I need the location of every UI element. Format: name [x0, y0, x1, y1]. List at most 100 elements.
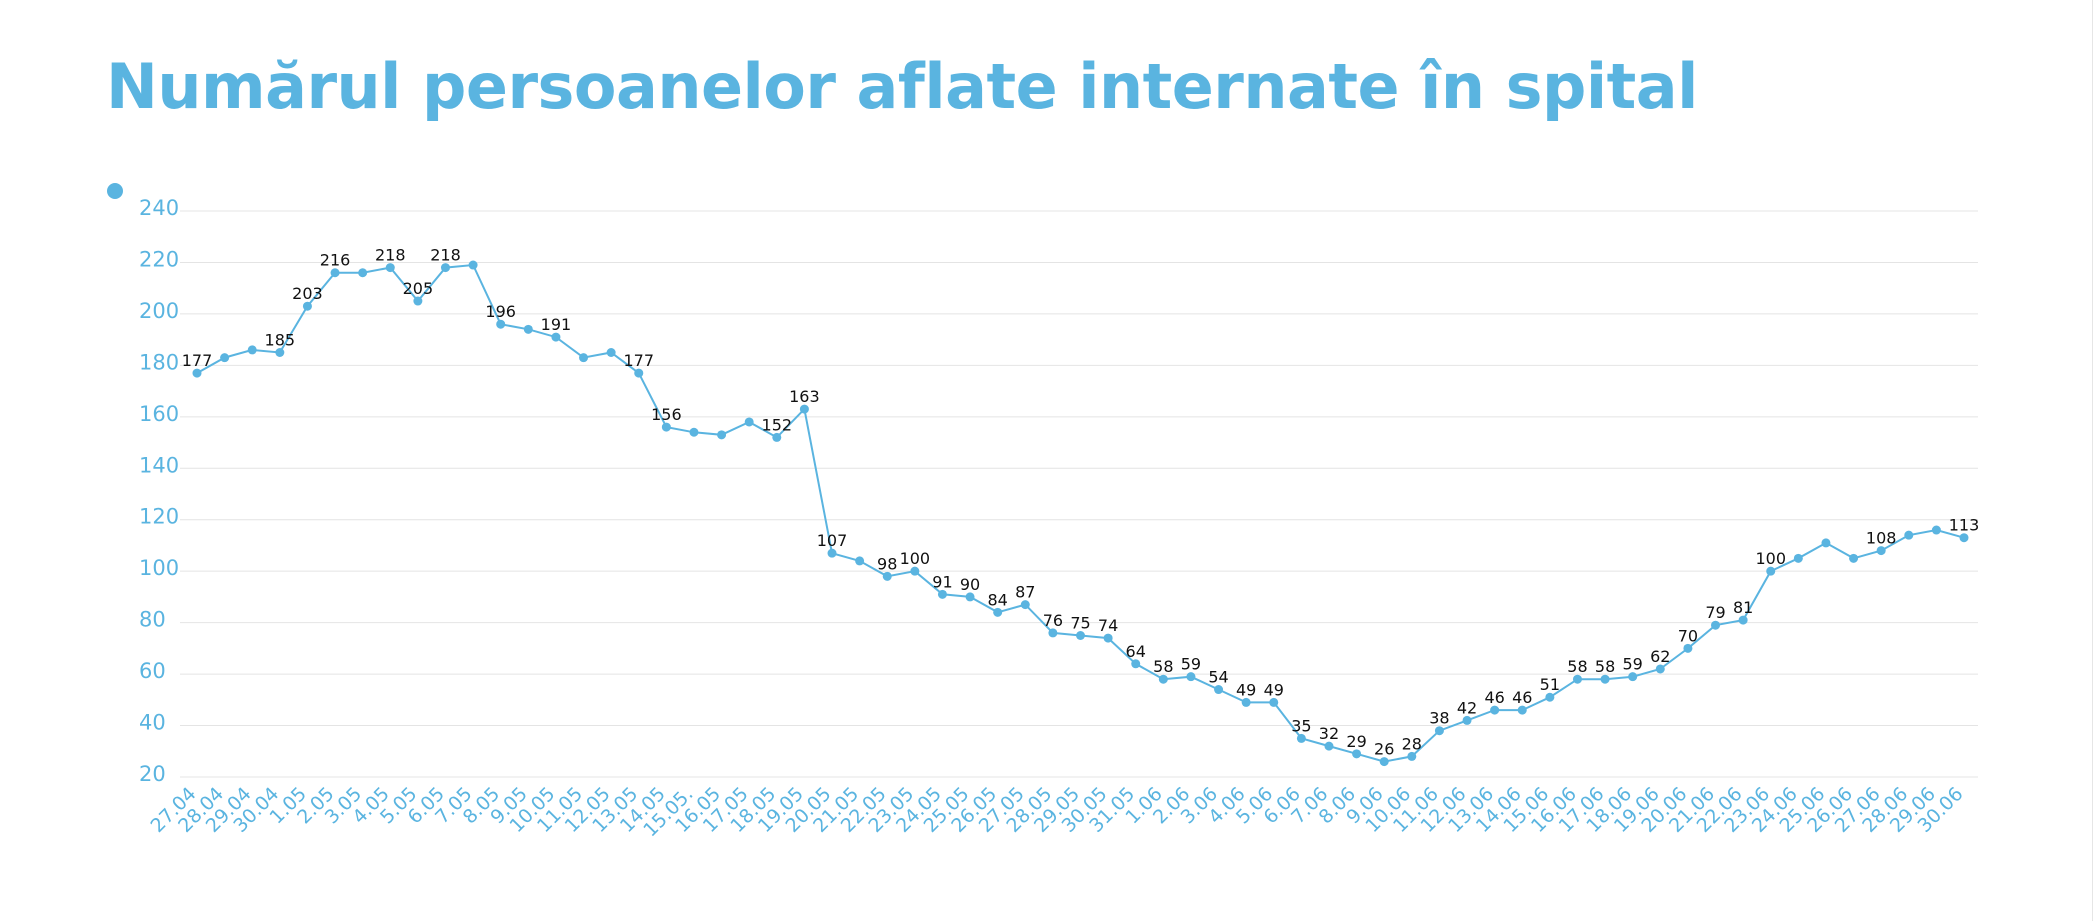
data-point [496, 319, 506, 329]
data-label: 98 [877, 554, 897, 573]
data-label: 196 [485, 302, 516, 321]
data-point [440, 263, 450, 273]
data-point [1048, 628, 1058, 638]
data-point [634, 368, 644, 378]
data-label: 70 [1678, 626, 1698, 645]
data-label: 218 [430, 246, 461, 265]
data-label: 38 [1429, 709, 1449, 728]
y-tick-label: 20 [139, 762, 166, 786]
data-point [1131, 659, 1141, 669]
data-label: 26 [1374, 740, 1394, 759]
data-label: 54 [1208, 668, 1228, 687]
data-label: 191 [541, 315, 572, 334]
data-points [192, 260, 1969, 767]
data-label: 87 [1015, 583, 1035, 602]
data-point [882, 571, 892, 581]
legend-marker [107, 183, 123, 199]
data-label: 64 [1126, 642, 1146, 661]
y-axis: 20 40 60 80 100 120 140 160 180 200 220 240 [139, 196, 179, 786]
data-point [302, 301, 312, 311]
data-point [413, 296, 423, 306]
data-label: 216 [320, 251, 351, 270]
data-label: 62 [1650, 647, 1670, 666]
data-point [717, 430, 727, 440]
data-label: 108 [1866, 529, 1897, 548]
data-point [855, 556, 865, 566]
y-tick-label: 140 [139, 453, 179, 477]
data-label: 76 [1043, 611, 1063, 630]
data-label: 58 [1595, 657, 1615, 676]
data-label: 163 [789, 387, 820, 406]
data-point [1214, 685, 1224, 695]
y-tick-label: 220 [139, 247, 179, 271]
data-point [1158, 674, 1168, 684]
data-point [827, 548, 837, 558]
data-point [1517, 705, 1527, 715]
data-label: 90 [960, 575, 980, 594]
data-point [247, 345, 257, 355]
data-point [1269, 697, 1279, 707]
data-point [689, 427, 699, 437]
y-tick-label: 120 [139, 505, 179, 529]
data-label: 58 [1567, 657, 1587, 676]
data-label: 75 [1070, 614, 1090, 633]
data-label: 177 [623, 351, 654, 370]
data-label: 32 [1319, 724, 1339, 743]
data-point [1904, 530, 1914, 540]
data-label: 49 [1264, 680, 1284, 699]
data-label: 46 [1484, 688, 1504, 707]
data-point [1931, 525, 1941, 535]
data-label: 156 [651, 405, 682, 424]
data-point [1655, 664, 1665, 674]
data-label: 84 [987, 590, 1007, 609]
data-point [1352, 749, 1362, 759]
data-point [220, 353, 230, 363]
data-point [1076, 631, 1085, 640]
y-tick-label: 180 [139, 350, 179, 374]
data-point [1683, 643, 1693, 653]
data-point [192, 368, 202, 378]
data-point [1103, 633, 1113, 643]
data-label: 177 [182, 351, 213, 370]
data-label: 49 [1236, 680, 1256, 699]
data-point [1600, 674, 1610, 684]
data-label: 59 [1181, 655, 1201, 674]
data-point [551, 332, 561, 342]
y-tick-label: 160 [139, 402, 179, 426]
data-point [1711, 620, 1721, 630]
data-point [1793, 553, 1803, 563]
data-label: 113 [1949, 516, 1980, 535]
data-label: 51 [1540, 675, 1560, 694]
data-point [993, 607, 1003, 617]
data-label: 74 [1098, 616, 1118, 635]
data-point [1849, 553, 1859, 563]
data-label: 46 [1512, 688, 1532, 707]
data-label: 35 [1291, 716, 1311, 735]
data-point [275, 348, 285, 357]
data-point [1572, 674, 1582, 684]
data-label: 29 [1346, 732, 1366, 751]
data-point [606, 348, 616, 357]
data-point [1020, 600, 1030, 610]
chart-title: Numărul persoanelor aflate internate în … [106, 50, 1698, 123]
data-point [358, 268, 368, 278]
data-label: 42 [1457, 698, 1477, 717]
data-point [1434, 726, 1444, 736]
data-point [579, 353, 589, 363]
data-label: 91 [932, 572, 952, 591]
data-point [937, 589, 947, 599]
data-point [1407, 751, 1417, 761]
data-labels: 177 185 203 216 218 205 218 196 191 177 156 152 163 1… [182, 246, 1980, 759]
data-point [1241, 697, 1251, 707]
data-point [1766, 566, 1776, 576]
data-label: 58 [1153, 657, 1173, 676]
data-label: 59 [1623, 655, 1643, 674]
data-label: 203 [292, 284, 323, 303]
data-point [1296, 733, 1306, 743]
data-label: 107 [817, 531, 848, 550]
series-line [196, 263, 1965, 763]
data-point [1738, 615, 1748, 625]
data-point [661, 422, 671, 432]
data-label: 100 [900, 549, 931, 568]
data-label: 152 [762, 415, 793, 434]
